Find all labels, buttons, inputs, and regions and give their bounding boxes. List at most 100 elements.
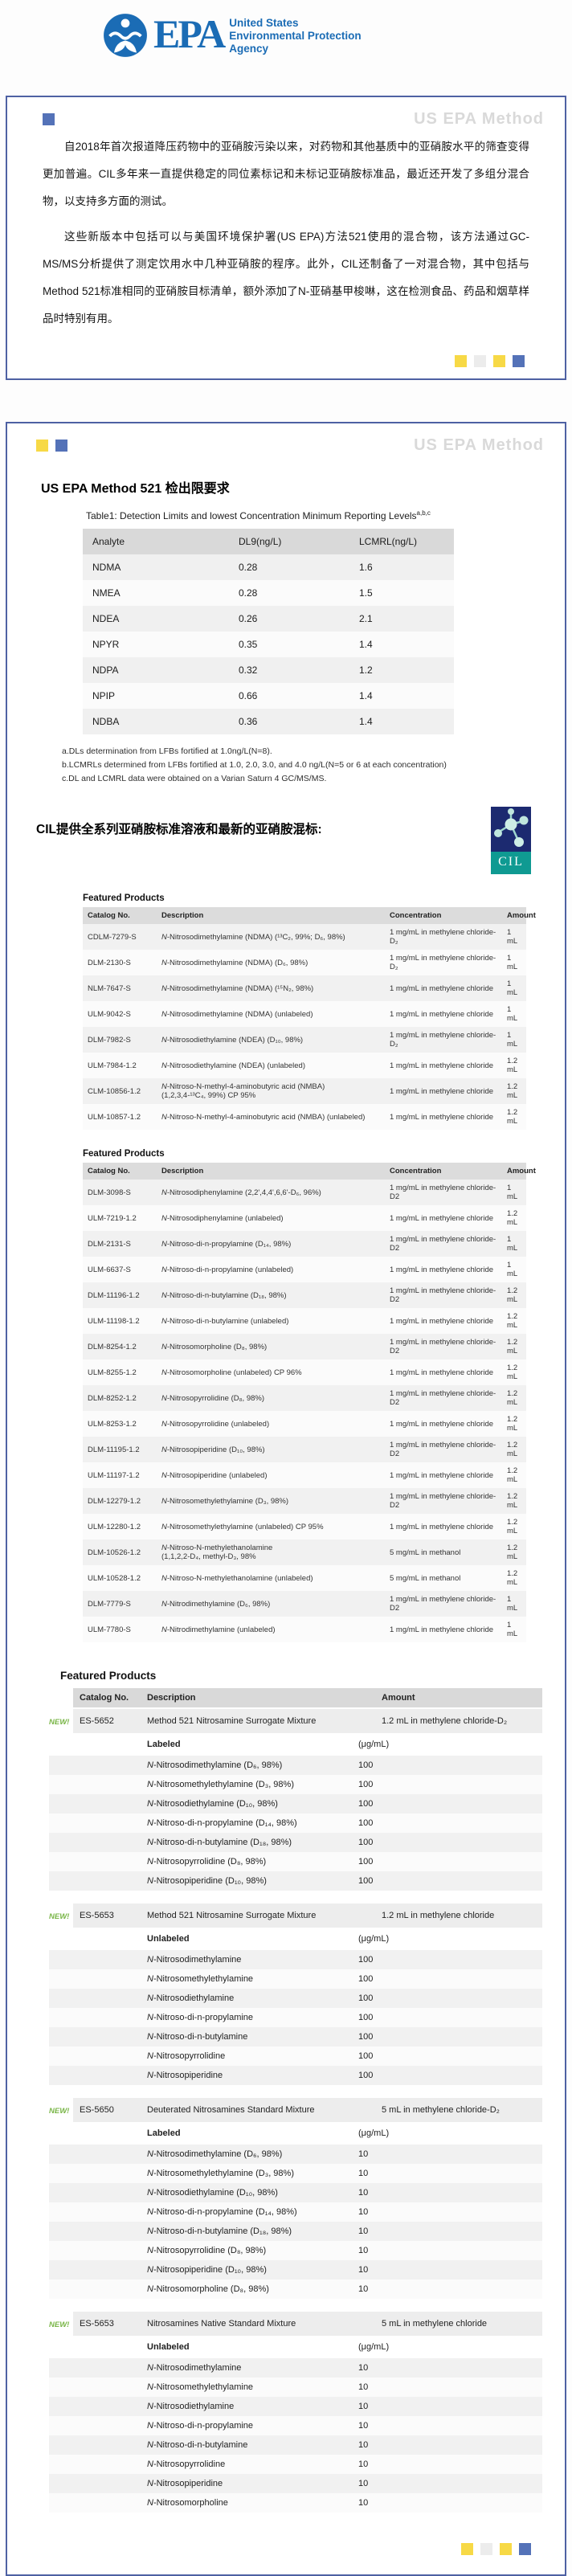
new-badge: NEW! <box>49 2107 70 2116</box>
featured-products-heading-2: Featured Products <box>83 1149 165 1159</box>
product-row: ULM-6637-S N-Nitroso-di-n-propylamine (u… <box>83 1257 526 1282</box>
section-title: US EPA Method 521 检出限要求 <box>41 482 230 496</box>
compound-name: N-Nitrosodiethylamine <box>147 1993 235 2003</box>
concentration-cell: 1 mg/mL in methylene chloride-D2 <box>390 1595 496 1613</box>
analyte-cell: NDMA <box>92 562 121 573</box>
description-cell: N-Nitroso-di-n-butylamine (unlabeled) <box>161 1316 289 1326</box>
description-cell: N-Nitrosodiphenylamine (unlabeled) <box>161 1213 284 1223</box>
compound-concentration: 10 <box>358 2440 369 2450</box>
amount-cell: 1.2 mL <box>507 1209 518 1227</box>
compound-concentration: 100 <box>358 1857 374 1867</box>
group-unit: (μg/mL) <box>358 1740 390 1749</box>
mixture-item-row: N-Nitrosodimethylamine 100 <box>49 1950 542 1969</box>
compound-name: N-Nitrosopiperidine <box>147 2071 223 2080</box>
catalog-cell: DLM-7779-S <box>88 1599 131 1609</box>
compound-name: N-Nitroso-di-n-propylamine (D₁₄, 98%) <box>147 2207 297 2217</box>
concentration-cell: 1 mg/mL in methylene chloride-D2 <box>390 1286 496 1304</box>
item-gutter <box>49 1876 147 1886</box>
mixture-item-row: N-Nitroso-di-n-butylamine (D₁₈, 98%) 10 <box>49 2222 542 2241</box>
item-gutter <box>49 1799 147 1809</box>
lcmrl-cell: 2.1 <box>359 613 373 624</box>
description-cell: N-Nitrosodimethylamine (NDMA) (¹⁵N₂, 98%… <box>161 983 314 993</box>
intro-paragraph-2: 这些新版本中包括可以与美国环境保护署(US EPA)方法521使用的混合物，该方… <box>43 231 529 325</box>
table-row: NDEA 0.26 2.1 <box>83 606 454 632</box>
product-row: DLM-3098-S N-Nitrosodiphenylamine (2,2',… <box>83 1180 526 1205</box>
compound-concentration: 100 <box>358 1780 374 1789</box>
item-gutter <box>49 1838 147 1847</box>
mixture-item-row: N-Nitrosodimethylamine 10 <box>49 2358 542 2378</box>
product-row: NLM-7647-S N-Nitrosodimethylamine (NDMA)… <box>83 975 526 1001</box>
mixture-section-header-es5650: NEW! ES-5650 Deuterated Nitrosamines Sta… <box>49 2098 542 2122</box>
amount-cell: 1.2 mL <box>507 1569 518 1587</box>
mixtures-table: Catalog No. Description Amount NEW! ES-5… <box>49 1688 542 2513</box>
compound-name: N-Nitrosomorpholine <box>147 2498 228 2508</box>
mixture-item-row: N-Nitrosodimethylamine (D₆, 98%) 100 <box>49 1756 542 1775</box>
lcmrl-cell: 1.2 <box>359 664 373 676</box>
watermark-us-epa-method: US EPA Method <box>414 110 544 128</box>
detection-limits-table: Analyte DL9(ng/L) LCMRL(ng/L) NDMA 0.28 … <box>83 529 454 734</box>
mixture-item-row: N-Nitrosomethylethylamine (D₃, 98%) 10 <box>49 2164 542 2183</box>
mixture-items: N-Nitrosodimethylamine 100 N-Nitrosometh… <box>49 1950 542 2085</box>
item-gutter <box>49 2207 147 2217</box>
amount-cell: 1.2 mL <box>507 1057 518 1074</box>
column-header-lcmrl: LCMRL(ng/L) <box>349 529 454 554</box>
catalog-cell: ULM-10528-1.2 <box>88 1573 141 1583</box>
new-badge: NEW! <box>49 1912 70 1921</box>
mixture-item-row: N-Nitrosopiperidine 10 <box>49 2474 542 2493</box>
analyte-cell: NMEA <box>92 587 121 599</box>
item-gutter <box>49 2051 147 2061</box>
compound-name: N-Nitrosopyrrolidine <box>147 2459 226 2469</box>
page: EPA United States Environmental Protecti… <box>0 13 572 2576</box>
mixture-section-header-es5652: NEW! ES-5652 Method 521 Nitrosamine Surr… <box>49 1709 542 1733</box>
blue-square-decoration <box>55 440 67 452</box>
concentration-cell: 1 mg/mL in methylene chloride <box>390 1061 494 1070</box>
group-unit: (μg/mL) <box>358 2342 390 2352</box>
cil-heading-row: CIL提供全系列亚硝胺标准溶液和最新的亚硝胺混标: CI <box>36 807 536 874</box>
compound-name: N-Nitrosomethylethylamine <box>147 2382 254 2392</box>
compound-name: N-Nitroso-di-n-butylamine (D₁₈, 98%) <box>147 2226 292 2236</box>
mixture-item-row: N-Nitrosomorpholine 10 <box>49 2493 542 2513</box>
concentration-cell: 1 mg/mL in methylene chloride <box>390 1265 494 1274</box>
group-unit: (μg/mL) <box>358 2128 390 2138</box>
catalog-cell: DLM-10526-1.2 <box>88 1548 141 1557</box>
concentration-cell: 1 mg/mL in methylene chloride <box>390 1470 494 1480</box>
item-gutter <box>49 2032 147 2042</box>
mixture-item-row: N-Nitroso-di-n-propylamine 100 <box>49 2008 542 2027</box>
catalog-cell: CLM-10856-1.2 <box>88 1086 141 1096</box>
mixture-catalog: ES-5652 <box>73 1709 147 1733</box>
catalog-cell: DLM-2130-S <box>88 958 131 967</box>
catalog-cell: CDLM-7279-S <box>88 932 137 942</box>
column-header-analyte: Analyte <box>83 529 229 554</box>
product-row: DLM-11195-1.2 N-Nitrosopiperidine (D₁₀, … <box>83 1437 526 1462</box>
group-label: Labeled <box>147 1740 181 1749</box>
amount-cell: 1 mL <box>507 1005 518 1023</box>
dl9-cell: 0.36 <box>239 716 258 727</box>
intro-card: US EPA Method 自2018年首次报道降压药物中的亚硝胺污染以来，对药… <box>6 96 566 380</box>
dl9-cell: 0.28 <box>239 562 258 573</box>
column-header-dl9: DL9(ng/L) <box>229 529 349 554</box>
mixture-amount: 5 mL in methylene chloride-D₂ <box>382 2098 542 2122</box>
column-header-amount: Amount <box>502 907 536 924</box>
group-gutter <box>49 1740 147 1749</box>
concentration-cell: 1 mg/mL in methylene chloride <box>390 1368 494 1377</box>
compound-name: N-Nitrosodimethylamine <box>147 2363 242 2373</box>
description-cell: N-Nitroso-N-methyl-4-aminobutyric acid (… <box>161 1112 366 1122</box>
description-cell: N-Nitrosopyrrolidine (D₈, 98%) <box>161 1393 265 1403</box>
dl9-cell: 0.32 <box>239 664 258 676</box>
footnote: b.LCMRLs determined from LFBs fortified … <box>62 760 447 770</box>
featured-products-body-2: DLM-3098-S N-Nitrosodiphenylamine (2,2',… <box>83 1180 526 1642</box>
product-row: ULM-11197-1.2 N-Nitrosopiperidine (unlab… <box>83 1462 526 1488</box>
amount-cell: 1 mL <box>507 979 518 997</box>
card2-bottom-squares <box>36 2543 531 2555</box>
item-gutter <box>49 2013 147 2022</box>
amount-cell: 1.2 mL <box>507 1441 518 1458</box>
item-gutter <box>49 1974 147 1984</box>
compound-concentration: 100 <box>358 1974 374 1984</box>
mixture-items: N-Nitrosodimethylamine 10 N-Nitrosomethy… <box>49 2358 542 2513</box>
catalog-cell: DLM-3098-S <box>88 1188 131 1197</box>
catalog-cell: ULM-8255-1.2 <box>88 1368 137 1377</box>
item-gutter <box>49 2246 147 2255</box>
cil-heading: CIL提供全系列亚硝胺标准溶液和最新的亚硝胺混标: <box>36 823 322 836</box>
cil-logo-text: CIL <box>491 852 531 874</box>
table1-footnotes: a.DLs determination from LFBs fortified … <box>62 745 536 786</box>
